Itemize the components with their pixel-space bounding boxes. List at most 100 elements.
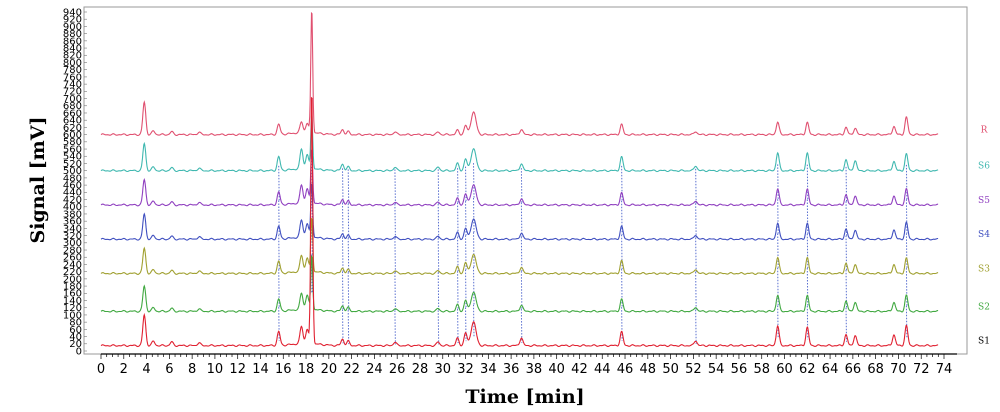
alignment-line — [621, 200, 623, 235]
y-tick-label: 900 — [63, 22, 82, 33]
series-line-s4 — [100, 183, 939, 241]
alignment-line — [905, 199, 908, 234]
y-tick-label: 940 — [63, 7, 82, 18]
series-label-s5: S5 — [978, 196, 990, 206]
x-tick-label: 50 — [662, 362, 679, 377]
alignment-line — [465, 269, 467, 308]
y-tick-label: 720 — [63, 87, 82, 98]
x-tick-label: 2 — [120, 362, 128, 377]
y-tick-label: 760 — [63, 72, 82, 83]
x-tick-label: 46 — [617, 362, 634, 377]
y-tick-label: 660 — [63, 108, 82, 119]
y-tick-label: 860 — [63, 36, 82, 47]
x-tick-label: 14 — [252, 362, 269, 377]
alignment-line — [695, 309, 697, 344]
alignment-line — [777, 305, 779, 339]
y-tick-label: 520 — [63, 159, 82, 170]
x-tick-label: 32 — [457, 362, 474, 377]
y-tick-label: 340 — [63, 224, 82, 235]
y-tick-label: 0 — [76, 346, 82, 357]
x-tick-label: 66 — [845, 362, 862, 377]
series-line-s1 — [100, 96, 939, 348]
alignment-line — [905, 305, 908, 339]
x-tick-label: 28 — [412, 362, 429, 377]
series-label-s4: S4 — [978, 230, 990, 240]
y-tick-label: 20 — [69, 339, 82, 350]
x-tick-label: 44 — [594, 362, 611, 377]
alignment-line — [342, 271, 344, 310]
series-line-r — [100, 11, 939, 137]
series-line-s6 — [100, 114, 939, 173]
x-tick-label: 52 — [685, 362, 702, 377]
x-tick-label: 20 — [321, 362, 338, 377]
y-tick-label: 700 — [63, 94, 82, 105]
y-tick-label: 200 — [63, 274, 82, 285]
y-tick-label: 600 — [63, 130, 82, 141]
axes: 0 2 4 6 8 10 12 14 16 18 20 22 24 26 28 30 32 34 36 38 40 42 4… — [63, 7, 957, 377]
alignment-line — [695, 271, 697, 310]
y-tick-label: 560 — [63, 144, 82, 155]
y-tick-label: 120 — [63, 303, 82, 314]
y-tick-label: 160 — [63, 289, 82, 300]
series-label-r: R — [981, 126, 988, 136]
plot-frame — [83, 6, 968, 355]
y-tick-label: 180 — [63, 281, 82, 292]
series-labels: R S6 S5 S4 S3 S2 S1 — [978, 126, 990, 347]
x-tick-label: 8 — [188, 362, 196, 377]
alignment-line — [905, 268, 908, 306]
y-tick-label: 540 — [63, 152, 82, 163]
y-tick-label: 820 — [63, 51, 82, 62]
y-tick-label: 780 — [63, 65, 82, 76]
x-tick-label: 60 — [776, 362, 793, 377]
y-axis-title: Signal [mV] — [27, 116, 49, 243]
alignment-line — [621, 269, 623, 308]
x-tick-label: 22 — [343, 362, 360, 377]
alignment-line — [437, 272, 440, 311]
alignment-line — [473, 266, 475, 305]
y-tick-label: 320 — [63, 231, 82, 242]
x-tick-label: 48 — [640, 362, 657, 377]
y-tick-label: 60 — [69, 325, 82, 336]
x-tick-label: 74 — [936, 362, 953, 377]
y-tick-label: 220 — [63, 267, 82, 278]
y-tick-label: 740 — [63, 80, 82, 91]
y-tick-label: 460 — [63, 181, 82, 192]
x-tick-label: 30 — [434, 362, 451, 377]
y-tick-label: 360 — [63, 217, 82, 228]
y-tick-label: 800 — [63, 58, 82, 69]
alignment-line — [621, 307, 623, 341]
x-tick-label: 36 — [503, 362, 520, 377]
x-tick-label: 10 — [207, 362, 224, 377]
alignment-line — [520, 309, 523, 343]
alignment-line — [278, 307, 280, 341]
x-tick-label: 42 — [571, 362, 588, 377]
alignment-line — [394, 272, 396, 311]
x-tick-label: 4 — [142, 362, 150, 377]
alignment-lines — [278, 151, 908, 345]
series-line-s3 — [100, 217, 939, 275]
y-tick-label: 680 — [63, 101, 82, 112]
x-tick-label: 64 — [822, 362, 839, 377]
x-tick-label: 68 — [867, 362, 884, 377]
x-tick-label: 18 — [298, 362, 315, 377]
alignment-line — [278, 269, 280, 308]
alignment-line — [437, 310, 440, 345]
x-tick-label: 70 — [890, 362, 907, 377]
y-tick-label: 620 — [63, 123, 82, 134]
alignment-line — [845, 269, 848, 308]
series-traces — [100, 11, 939, 348]
alignment-line — [777, 267, 779, 306]
y-tick-label: 80 — [69, 318, 82, 329]
x-tick-label: 72 — [913, 362, 930, 377]
y-tick-label: 400 — [63, 202, 82, 213]
y-tick-label: 280 — [63, 245, 82, 256]
x-axis-title: Time [min] — [465, 386, 584, 408]
x-tick-label: 12 — [229, 362, 246, 377]
x-tick-label: 6 — [165, 362, 173, 377]
y-tick-label: 40 — [69, 332, 82, 343]
alignment-line — [806, 268, 809, 306]
y-tick-label: 140 — [63, 296, 82, 307]
x-tick-label: 54 — [708, 362, 725, 377]
